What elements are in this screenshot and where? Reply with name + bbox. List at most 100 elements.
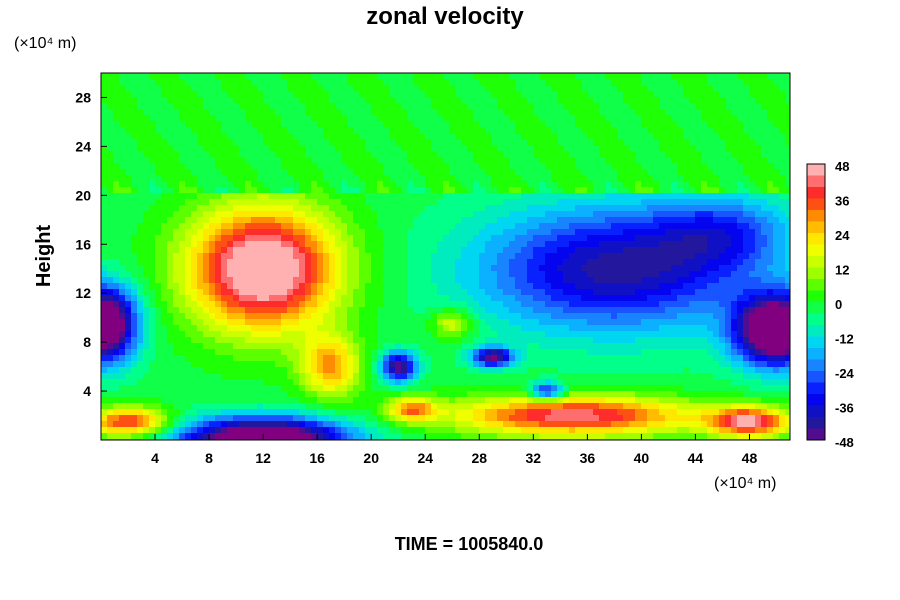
heatmap-cell: [545, 259, 552, 266]
heatmap-cell: [587, 205, 594, 212]
heatmap-cell: [251, 265, 258, 272]
heatmap-cell: [569, 283, 576, 290]
heatmap-cell: [221, 169, 228, 176]
heatmap-cell: [653, 193, 660, 200]
heatmap-cell: [323, 307, 330, 314]
heatmap-cell: [479, 157, 486, 164]
heatmap-cell: [653, 97, 660, 104]
heatmap-cell: [737, 319, 744, 326]
heatmap-cell: [215, 331, 222, 338]
heatmap-cell: [299, 259, 306, 266]
heatmap-cell: [257, 259, 264, 266]
heatmap-cell: [155, 247, 162, 254]
heatmap-cell: [521, 205, 528, 212]
heatmap-cell: [281, 307, 288, 314]
heatmap-cell: [293, 229, 300, 236]
heatmap-cell: [653, 163, 660, 170]
heatmap-cell: [197, 217, 204, 224]
heatmap-cell: [599, 79, 606, 86]
heatmap-cell: [245, 157, 252, 164]
heatmap-cell: [227, 85, 234, 92]
heatmap-cell: [599, 217, 606, 224]
heatmap-cell: [329, 163, 336, 170]
heatmap-cell: [437, 97, 444, 104]
heatmap-cell: [617, 97, 624, 104]
heatmap-cell: [209, 91, 216, 98]
heatmap-cell: [635, 211, 642, 218]
heatmap-cell: [623, 157, 630, 164]
heatmap-cell: [275, 127, 282, 134]
heatmap-cell: [641, 157, 648, 164]
heatmap-cell: [185, 301, 192, 308]
heatmap-cell: [695, 181, 702, 188]
heatmap-cell: [701, 85, 708, 92]
heatmap-cell: [245, 331, 252, 338]
heatmap-cell: [539, 181, 546, 188]
heatmap-cell: [293, 283, 300, 290]
heatmap-cell: [527, 187, 534, 194]
heatmap-cell: [677, 91, 684, 98]
heatmap-cell: [197, 169, 204, 176]
heatmap-cell: [101, 331, 108, 338]
heatmap-cell: [407, 271, 414, 278]
heatmap-cell: [155, 163, 162, 170]
heatmap-cell: [437, 109, 444, 116]
heatmap-cell: [623, 115, 630, 122]
heatmap-cell: [305, 289, 312, 296]
heatmap-cell: [419, 235, 426, 242]
heatmap-cell: [149, 271, 156, 278]
heatmap-cell: [167, 205, 174, 212]
heatmap-cell: [311, 313, 318, 320]
heatmap-cell: [263, 157, 270, 164]
heatmap-cell: [215, 151, 222, 158]
heatmap-cell: [179, 295, 186, 302]
heatmap-cell: [467, 79, 474, 86]
heatmap-cell: [455, 181, 462, 188]
heatmap-cell: [551, 199, 558, 206]
heatmap-cell: [263, 109, 270, 116]
heatmap-cell: [455, 301, 462, 308]
heatmap-cell: [761, 103, 768, 110]
heatmap-cell: [557, 235, 564, 242]
heatmap-cell: [197, 271, 204, 278]
heatmap-cell: [287, 121, 294, 128]
heatmap-cell: [455, 109, 462, 116]
heatmap-cell: [125, 289, 132, 296]
heatmap-cell: [629, 289, 636, 296]
heatmap-cell: [209, 169, 216, 176]
heatmap-cell: [197, 181, 204, 188]
heatmap-cell: [239, 319, 246, 326]
heatmap-cell: [137, 235, 144, 242]
heatmap-cell: [263, 229, 270, 236]
heatmap-cell: [785, 199, 791, 206]
heatmap-cell: [503, 313, 510, 320]
heatmap-cell: [575, 73, 582, 80]
heatmap-cell: [323, 229, 330, 236]
heatmap-cell: [437, 241, 444, 248]
heatmap-cell: [323, 253, 330, 260]
heatmap-cell: [221, 325, 228, 332]
heatmap-cell: [101, 199, 108, 206]
heatmap-cell: [581, 289, 588, 296]
heatmap-cell: [593, 139, 600, 146]
heatmap-cell: [767, 313, 774, 320]
heatmap-cell: [269, 151, 276, 158]
heatmap-cell: [539, 199, 546, 206]
heatmap-cell: [659, 211, 666, 218]
heatmap-cell: [143, 247, 150, 254]
heatmap-cell: [317, 187, 324, 194]
heatmap-cell: [743, 91, 750, 98]
heatmap-cell: [371, 121, 378, 128]
heatmap-cell: [731, 103, 738, 110]
heatmap-cell: [287, 139, 294, 146]
heatmap-cell: [329, 289, 336, 296]
heatmap-cell: [761, 193, 768, 200]
heatmap-cell: [257, 307, 264, 314]
heatmap-cell: [701, 73, 708, 80]
heatmap-cell: [509, 115, 516, 122]
heatmap-cell: [239, 103, 246, 110]
heatmap-cell: [371, 169, 378, 176]
heatmap-cell: [707, 259, 714, 266]
heatmap-cell: [737, 121, 744, 128]
heatmap-cell: [497, 127, 504, 134]
